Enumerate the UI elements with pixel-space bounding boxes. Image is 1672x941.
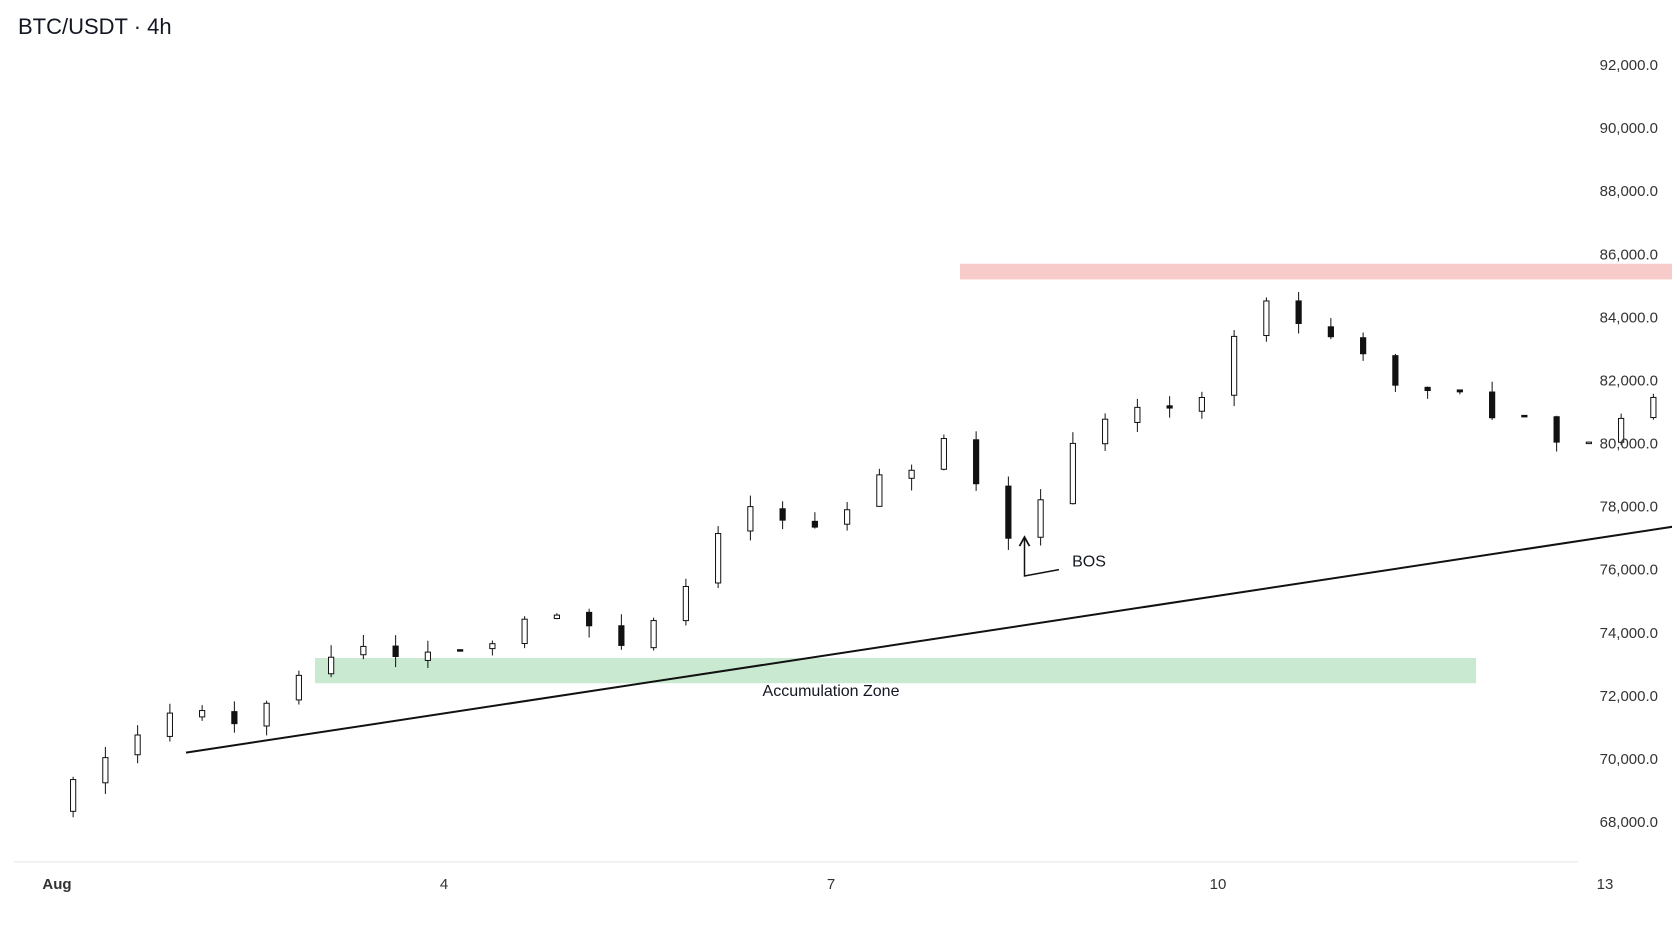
x-tick-label: 7 [827,876,835,893]
candle [618,614,625,650]
candle [811,512,818,529]
candle [1231,330,1238,407]
candle [70,776,77,818]
y-tick-label: 90,000.0 [1600,120,1658,137]
candle [295,670,302,705]
candle [1553,415,1560,452]
candle [263,700,270,736]
candle [650,617,657,651]
y-tick-label: 80,000.0 [1600,436,1658,453]
y-tick-label: 74,000.0 [1600,625,1658,642]
x-tick-label: 13 [1597,876,1614,893]
x-axis-ticks: Aug4710131619222528Sep4 [42,876,1614,893]
y-tick-label: 68,000.0 [1600,814,1658,831]
x-tick-label: Aug [42,876,71,893]
candle [779,501,786,530]
candle [1198,391,1205,419]
candle [102,746,109,794]
candle [134,725,141,764]
y-tick-label: 86,000.0 [1600,246,1658,263]
candle [1166,396,1173,418]
candles-layer [70,291,1657,818]
candle [328,645,335,678]
candle [1650,393,1657,420]
candle [1489,381,1496,420]
candle [747,495,754,541]
candle [1585,441,1592,445]
candle [715,526,722,589]
candle [1005,476,1012,550]
y-tick-label: 88,000.0 [1600,183,1658,200]
candle [973,431,980,491]
candle [1392,353,1399,393]
trendlines-layer [185,525,1672,754]
candle [231,701,238,733]
candle [908,464,915,491]
candle [392,635,399,668]
y-tick-label: 84,000.0 [1600,309,1658,326]
rising-trendline [185,525,1672,754]
candle [457,649,464,652]
candle [1424,386,1431,399]
y-tick-label: 72,000.0 [1600,688,1658,705]
candle [1295,291,1302,334]
bos-arrow [1018,535,1060,577]
x-tick-label: 10 [1210,876,1227,893]
candle [1618,413,1625,446]
y-tick-label: 92,000.0 [1600,57,1658,74]
candle [1521,414,1528,418]
y-tick-label: 76,000.0 [1600,562,1658,579]
candle [521,616,528,649]
candle [1102,413,1109,451]
candle [682,578,689,626]
candle [844,501,851,531]
candle [1360,332,1367,361]
zone-accumulation-zone [315,657,1476,684]
chart-title: BTC/USDT · 4h [18,14,172,39]
annotation-bos: BOS [1072,554,1106,571]
candle [424,640,431,669]
y-tick-label: 82,000.0 [1600,372,1658,389]
candle [876,468,883,507]
candle [199,705,206,721]
zones-layer [315,263,1672,684]
candle [1327,318,1334,340]
candle [1263,297,1270,342]
candle [940,434,947,471]
y-tick-label: 78,000.0 [1600,499,1658,516]
y-axis-ticks: 68,000.0 70,000.0 72,000.0 74,000.0 76,000.0… [1600,57,1658,831]
x-tick-label: 4 [440,876,448,893]
candle [1069,432,1076,505]
annotations-layer: ResistanceBreakoutRetestSupportBOSAccumu… [763,535,1106,700]
candle [1456,389,1463,395]
candle [489,640,496,656]
candle [360,634,367,660]
candle [166,703,173,742]
candle [586,608,593,638]
candle [553,613,560,620]
zone-resistance [960,263,1672,280]
candle [1037,489,1044,546]
candle [1134,398,1141,432]
annotation-accumulation-zone: Accumulation Zone [763,683,900,700]
y-tick-label: 70,000.0 [1600,751,1658,768]
